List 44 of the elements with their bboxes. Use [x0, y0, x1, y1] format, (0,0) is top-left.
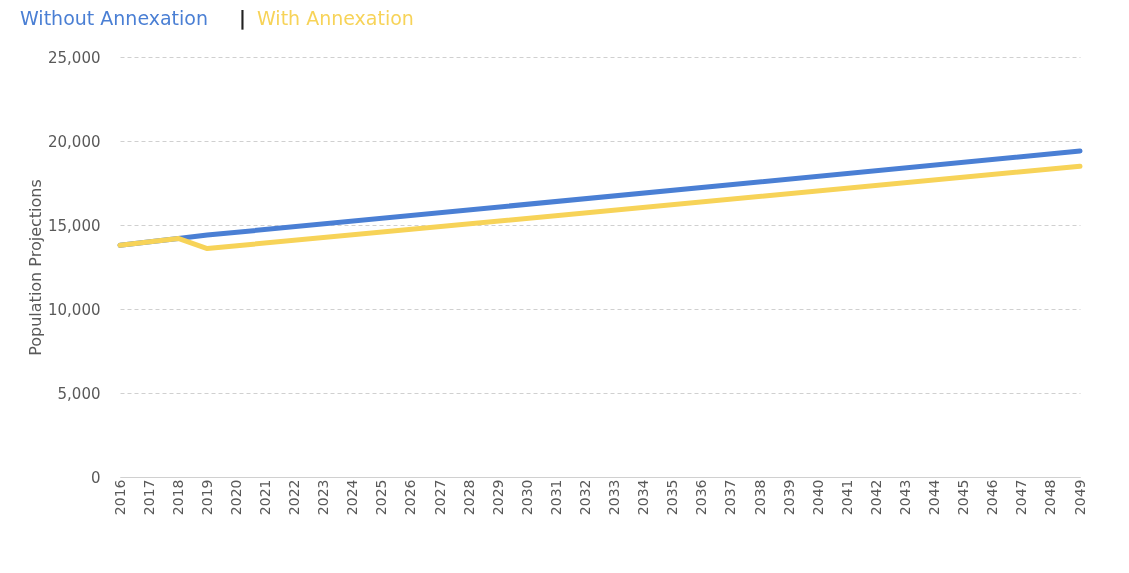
x-tick-label: 2034: [635, 479, 652, 516]
x-tick-label: 2023: [315, 479, 332, 516]
x-tick-label: 2040: [809, 479, 826, 516]
x-tick-label: 2026: [402, 479, 419, 516]
y-tick-label: 0: [90, 468, 101, 487]
text: With Annexation: [257, 7, 414, 29]
x-tick-label: 2028: [460, 479, 477, 516]
x-tick-label: 2019: [198, 479, 215, 516]
y-axis-title: Population Projections: [26, 179, 46, 356]
x-tick-label: 2047: [1013, 479, 1030, 516]
x-tick-label: 2017: [140, 479, 157, 516]
y-tick-label: 5,000: [57, 384, 101, 403]
x-tick-label: 2045: [955, 479, 972, 516]
x-tick-label: 2048: [1042, 479, 1059, 516]
text: |: [239, 7, 246, 30]
x-tick-label: 2033: [606, 479, 623, 516]
x-tick-label: 2020: [227, 479, 244, 516]
text: Without Annexation: [20, 7, 209, 29]
x-tick-label: 2037: [722, 479, 739, 516]
x-tick-label: 2035: [664, 479, 681, 516]
x-tick-label: 2031: [547, 479, 564, 516]
x-tick-label: 2038: [751, 479, 768, 516]
x-tick-label: 2030: [518, 479, 535, 516]
x-tick-label: 2042: [867, 479, 884, 516]
x-tick-label: 2039: [780, 479, 797, 516]
x-tick-label: 2027: [431, 479, 448, 516]
x-tick-label: 2022: [286, 479, 303, 516]
x-tick-label: 2021: [256, 479, 273, 516]
x-tick-label: 2049: [1071, 479, 1088, 516]
x-tick-label: 2025: [373, 479, 390, 516]
x-tick-label: 2029: [489, 479, 506, 516]
y-tick-label: 10,000: [48, 300, 101, 319]
y-tick-label: 25,000: [48, 48, 101, 67]
x-tick-label: 2024: [344, 479, 361, 516]
x-tick-label: 2016: [111, 479, 128, 516]
y-tick-label: 20,000: [48, 132, 101, 151]
x-tick-label: 2032: [576, 479, 593, 516]
x-tick-label: 2018: [169, 479, 186, 516]
x-tick-label: 2046: [984, 479, 1001, 516]
x-tick-label: 2044: [926, 479, 943, 516]
x-tick-label: 2041: [838, 479, 855, 516]
y-tick-label: 15,000: [48, 216, 101, 235]
x-tick-label: 2036: [693, 479, 710, 516]
x-tick-label: 2043: [896, 479, 913, 516]
